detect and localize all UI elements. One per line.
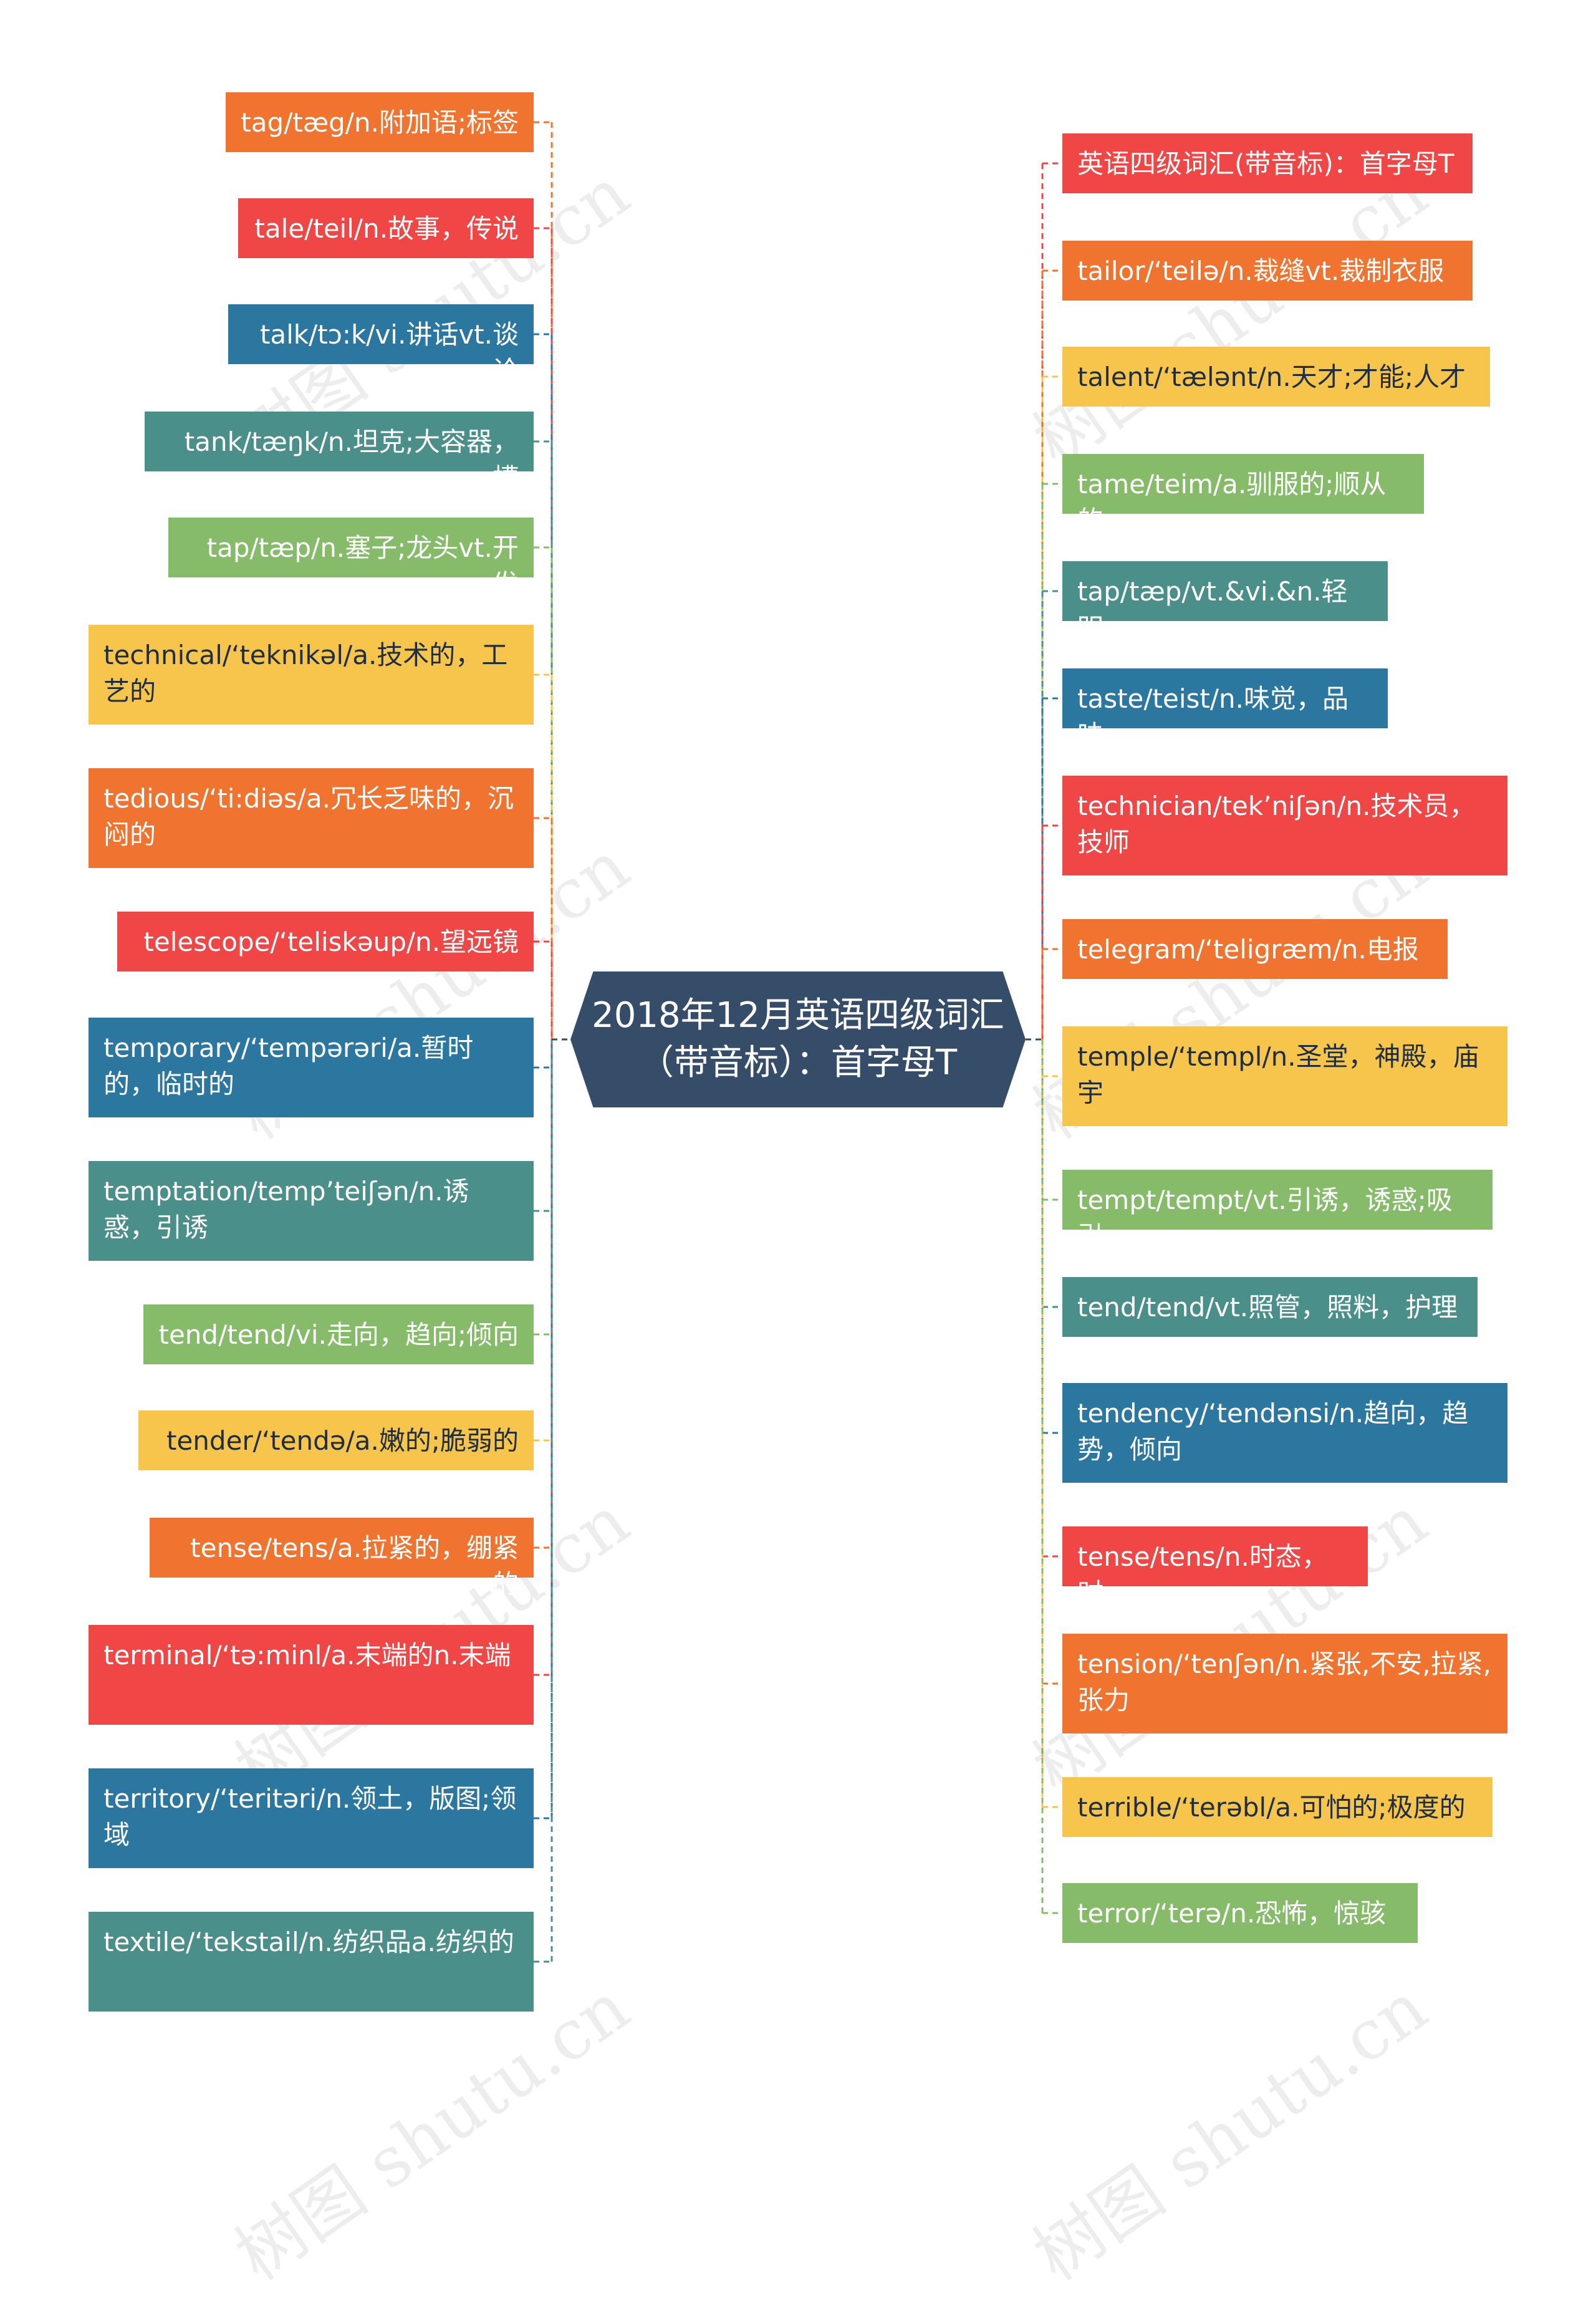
- left-node-label: tale/teil/n.故事，传说: [254, 213, 519, 244]
- right-node-label: tap/tæp/vt.&vi.&n.轻叩: [1077, 576, 1348, 643]
- right-node-7[interactable]: technician/tek’niʃən/n.技术员，技师: [1062, 776, 1507, 875]
- right-node-5[interactable]: tap/tæp/vt.&vi.&n.轻叩: [1062, 561, 1388, 643]
- left-node-5[interactable]: tap/tæp/n.塞子;龙头vt.开发: [168, 518, 534, 599]
- left-node-2[interactable]: tale/teil/n.故事，传说: [238, 198, 534, 258]
- right-node-label: terror/‘terə/n.恐怖，惊骇: [1077, 1898, 1387, 1929]
- right-node-label: tailor/‘teilə/n.裁缝vt.裁制衣服: [1077, 256, 1445, 286]
- right-node-label: tension/‘tenʃən/n.紧张,不安,拉紧,张力: [1077, 1649, 1491, 1715]
- left-node-label: technical/‘teknikəl/a.技术的，工艺的: [103, 640, 508, 706]
- left-node-9[interactable]: temporary/‘tempərəri/a.暂时的，临时的: [89, 1018, 534, 1117]
- left-node-7[interactable]: tedious/‘ti:diəs/a.冗长乏味的，沉闷的: [89, 768, 534, 868]
- right-node-15[interactable]: terrible/‘terəbl/a.可怕的;极度的: [1062, 1777, 1493, 1837]
- right-node-16[interactable]: terror/‘terə/n.恐怖，惊骇: [1062, 1883, 1418, 1943]
- right-node-4[interactable]: tame/teim/a.驯服的;顺从的: [1062, 454, 1424, 536]
- right-node-11[interactable]: tend/tend/vt.照管，照料，护理: [1062, 1277, 1478, 1337]
- left-node-4[interactable]: tank/tæŋk/n.坦克;大容器，槽: [145, 412, 534, 493]
- right-node-8[interactable]: telegram/‘teligræm/n.电报: [1062, 919, 1448, 979]
- root-topic-node[interactable]: 2018年12月英语四级词汇 （带音标）：首字母T: [570, 971, 1026, 1107]
- left-node-label: tender/‘tendə/a.嫩的;脆弱的: [166, 1425, 519, 1456]
- left-node-label: telescope/‘teliskəup/n.望远镜: [143, 927, 519, 957]
- right-node-label: telegram/‘teligræm/n.电报: [1077, 934, 1419, 965]
- left-node-10[interactable]: temptation/temp’teiʃən/n.诱惑，引诱: [89, 1161, 534, 1261]
- left-node-1[interactable]: tag/tæg/n.附加语;标签: [226, 92, 534, 152]
- connector-lines: [534, 121, 1062, 1963]
- root-title-line1: 2018年12月英语四级词汇: [592, 995, 1004, 1036]
- right-node-1[interactable]: 英语四级词汇(带音标)：首字母T: [1062, 133, 1473, 193]
- left-node-12[interactable]: tender/‘tendə/a.嫩的;脆弱的: [138, 1410, 534, 1470]
- left-node-label: textile/‘tekstail/n.纺织品a.纺织的: [103, 1927, 514, 1957]
- right-node-label: talent/‘tælənt/n.天才;才能;人才: [1077, 362, 1466, 392]
- left-node-label: tend/tend/vi.走向，趋向;倾向: [158, 1319, 519, 1350]
- left-node-11[interactable]: tend/tend/vi.走向，趋向;倾向: [143, 1304, 534, 1364]
- left-node-label: territory/‘teritəri/n.领土，版图;领域: [103, 1783, 517, 1850]
- left-node-label: temptation/temp’teiʃən/n.诱惑，引诱: [103, 1176, 469, 1243]
- left-node-label: tense/tens/a.拉紧的，绷紧的: [190, 1533, 519, 1599]
- left-node-label: terminal/‘tə:minl/a.末端的n.末端: [103, 1640, 511, 1670]
- left-node-8[interactable]: telescope/‘teliskəup/n.望远镜: [117, 912, 534, 971]
- left-node-13[interactable]: tense/tens/a.拉紧的，绷紧的: [150, 1518, 534, 1599]
- left-node-14[interactable]: terminal/‘tə:minl/a.末端的n.末端: [89, 1625, 534, 1725]
- left-node-label: tag/tæg/n.附加语;标签: [241, 107, 519, 138]
- right-node-14[interactable]: tension/‘tenʃən/n.紧张,不安,拉紧,张力: [1062, 1634, 1507, 1733]
- right-node-label: technician/tek’niʃən/n.技术员，技师: [1077, 791, 1476, 857]
- right-node-label: tempt/tempt/vt.引诱，诱惑;吸引: [1077, 1185, 1453, 1251]
- left-node-6[interactable]: technical/‘teknikəl/a.技术的，工艺的: [89, 625, 534, 725]
- right-node-6[interactable]: taste/teist/n.味觉，品味: [1062, 668, 1388, 750]
- right-node-3[interactable]: talent/‘tælənt/n.天才;才能;人才: [1062, 347, 1490, 407]
- right-node-label: 英语四级词汇(带音标)：首字母T: [1077, 148, 1454, 179]
- right-node-2[interactable]: tailor/‘teilə/n.裁缝vt.裁制衣服: [1062, 241, 1473, 301]
- left-node-16[interactable]: textile/‘tekstail/n.纺织品a.纺织的: [89, 1912, 534, 2012]
- left-node-label: tap/tæp/n.塞子;龙头vt.开发: [206, 533, 519, 599]
- root-title-line2: （带音标）：首字母T: [638, 1043, 958, 1083]
- left-node-label: talk/tɔ:k/vi.讲话vt.谈论: [259, 319, 519, 386]
- right-node-label: tend/tend/vt.照管，照料，护理: [1077, 1292, 1458, 1323]
- left-node-3[interactable]: talk/tɔ:k/vi.讲话vt.谈论: [228, 304, 534, 386]
- left-node-15[interactable]: territory/‘teritəri/n.领土，版图;领域: [89, 1768, 534, 1868]
- right-node-label: tendency/‘tendənsi/n.趋向，趋势，倾向: [1077, 1398, 1469, 1465]
- right-node-label: taste/teist/n.味觉，品味: [1077, 683, 1348, 750]
- left-node-label: temporary/‘tempərəri/a.暂时的，临时的: [103, 1033, 474, 1099]
- right-node-9[interactable]: temple/‘templ/n.圣堂，神殿，庙宇: [1062, 1026, 1507, 1126]
- right-node-label: temple/‘templ/n.圣堂，神殿，庙宇: [1077, 1041, 1479, 1108]
- right-node-12[interactable]: tendency/‘tendənsi/n.趋向，趋势，倾向: [1062, 1383, 1507, 1483]
- right-node-10[interactable]: tempt/tempt/vt.引诱，诱惑;吸引: [1062, 1170, 1493, 1251]
- left-node-label: tedious/‘ti:diəs/a.冗长乏味的，沉闷的: [103, 783, 514, 850]
- right-node-label: tense/tens/n.时态，时: [1077, 1541, 1328, 1608]
- right-node-label: terrible/‘terəbl/a.可怕的;极度的: [1077, 1792, 1466, 1823]
- right-node-label: tame/teim/a.驯服的;顺从的: [1077, 469, 1387, 536]
- right-node-13[interactable]: tense/tens/n.时态，时: [1062, 1526, 1368, 1608]
- left-node-label: tank/tæŋk/n.坦克;大容器，槽: [184, 427, 519, 493]
